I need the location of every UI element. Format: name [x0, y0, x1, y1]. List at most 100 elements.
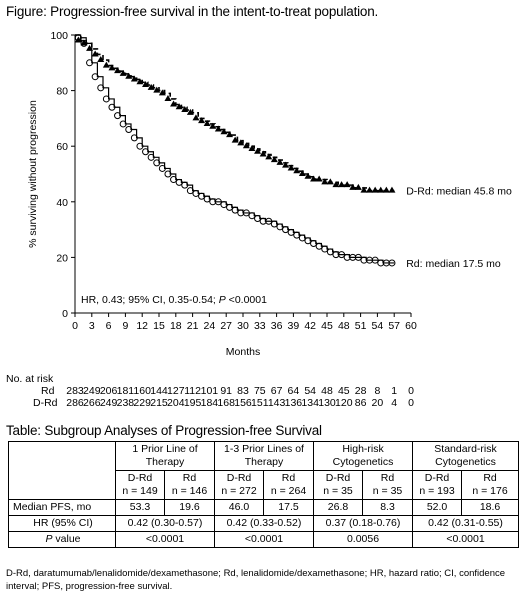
arm-name: D-Rd — [424, 472, 450, 484]
table-row-hr: HR (95% CI) 0.42 (0.30-0.57) 0.42 (0.33-0… — [8, 515, 520, 532]
rd-censor-marker — [338, 251, 346, 259]
p-value: <0.0001 — [412, 531, 520, 548]
rd-censor-marker — [254, 214, 262, 222]
x-tick-label: 33 — [254, 320, 266, 332]
rd-censor-marker — [102, 95, 110, 103]
rd-censor-marker — [158, 164, 166, 172]
risk-value: 64 — [287, 385, 300, 397]
d-rd-censor-marker — [158, 89, 166, 96]
d-rd-censor-marker — [270, 156, 278, 163]
arm-n: n = 193 — [419, 485, 455, 497]
x-tick-label: 15 — [153, 320, 165, 332]
x-tick-label: 30 — [237, 320, 249, 332]
risk-value: 112 — [184, 385, 201, 397]
rd-censor-marker — [119, 120, 127, 128]
risk-value: 249 — [99, 397, 118, 409]
arm-n: n = 35 — [323, 485, 353, 497]
arm-header: D-Rd n = 149 — [115, 470, 165, 500]
risk-value: 238 — [116, 397, 135, 409]
rd-censor-marker — [114, 112, 122, 120]
arm-header: Rd n = 176 — [461, 470, 520, 500]
table-row-p: P value <0.0001 <0.0001 0.0056 <0.0001 — [8, 531, 520, 548]
rd-censor-marker — [80, 39, 88, 47]
y-tick-label: 0 — [62, 308, 68, 320]
d-rd-censor-marker — [108, 64, 116, 71]
rd-censor-marker — [276, 223, 284, 231]
x-tick-label: 12 — [136, 320, 148, 332]
risk-value: 0 — [408, 385, 414, 397]
risk-value: 1 — [391, 385, 398, 397]
risk-value: 28 — [354, 385, 367, 397]
d-rd-censor-marker — [203, 119, 211, 126]
x-tick-label: 51 — [355, 320, 367, 332]
x-tick-label: 42 — [304, 320, 316, 332]
rd-censor-marker — [203, 195, 211, 203]
median-value: 53.3 — [115, 499, 165, 516]
risk-value: 86 — [354, 397, 367, 409]
risk-value: 286 — [66, 397, 84, 409]
rd-censor-marker — [321, 245, 329, 253]
x-tick-label: 27 — [220, 320, 232, 332]
risk-value: 143 — [267, 397, 286, 409]
d-rd-censor-marker — [231, 136, 239, 143]
d-rd-censor-marker — [125, 72, 133, 79]
group-header-4: Standard-risk Cytogenetics — [412, 441, 520, 471]
d-rd-censor-marker — [237, 139, 245, 146]
arm-name: Rd — [281, 472, 296, 484]
d-rd-censor-marker — [91, 50, 99, 57]
x-tick-label: 24 — [204, 320, 216, 332]
table-title: Table: Subgroup Analyses of Progression-… — [6, 423, 322, 438]
y-tick-label: 80 — [56, 86, 68, 98]
risk-value: 151 — [251, 397, 269, 409]
rd-censor-marker — [293, 231, 301, 239]
rd-censor-marker — [315, 242, 323, 250]
rd-censor-marker — [153, 159, 161, 167]
risk-value: 134 — [301, 397, 319, 409]
risk-table: No. at risk Rd 283 249 206 181 160 144 127 112 10… — [0, 373, 520, 409]
d-rd-censor-marker — [130, 75, 138, 82]
d-rd-censor-marker — [170, 100, 178, 107]
rd-censor-marker — [198, 192, 206, 200]
d-rd-censor-marker — [349, 183, 357, 190]
arm-header: D-Rd n = 193 — [412, 470, 463, 500]
risk-value: 204 — [167, 397, 185, 409]
d-rd-censor-marker — [142, 81, 150, 88]
x-tick-label: 48 — [338, 320, 350, 332]
d-rd-censor-marker — [102, 61, 110, 68]
risk-value: 184 — [200, 397, 219, 409]
arm-n: n = 176 — [472, 485, 508, 497]
rd-censor-marker — [142, 148, 150, 156]
rd-censor-marker — [298, 234, 306, 242]
risk-value: 283 — [66, 385, 84, 397]
table-corner-cell — [8, 441, 116, 500]
y-axis-label: % surviving without progression — [27, 100, 39, 248]
arm-n: n = 146 — [171, 485, 208, 497]
hr-value: 0.42 (0.31-0.55) — [412, 515, 520, 532]
rd-censor-marker — [181, 181, 189, 189]
rd-censor-marker — [354, 253, 362, 261]
x-tick-label: 3 — [89, 320, 95, 332]
arm-name: D-Rd — [325, 472, 351, 484]
rd-censor-marker — [326, 248, 334, 256]
rd-censor-marker — [97, 84, 105, 92]
p-label-rest: value — [52, 533, 81, 545]
risk-value: 83 — [237, 385, 249, 397]
d-rd-censor-marker — [254, 147, 262, 154]
series-label: Rd: median 17.5 mo — [406, 258, 501, 270]
rd-censor-marker — [91, 73, 99, 81]
d-rd-censor-marker — [310, 175, 318, 182]
rd-censor-marker — [304, 237, 312, 245]
subgroup-table: 1 Prior Line of Therapy 1-3 Prior Lines … — [8, 441, 520, 548]
arm-header: Rd n = 146 — [164, 470, 215, 500]
table-row-median: Median PFS, mo 53.3 19.6 46.0 17.5 26.8 8.3 52… — [8, 499, 520, 516]
group-header-3: High-risk Cytogenetics — [313, 441, 414, 471]
x-tick-label: 9 — [122, 320, 128, 332]
d-rd-censor-marker — [382, 186, 390, 193]
d-rd-censor-marker — [326, 178, 334, 185]
rd-censor-marker — [388, 259, 396, 267]
risk-value: 120 — [335, 397, 353, 409]
arm-header: D-Rd n = 35 — [313, 470, 364, 500]
risk-value: 215 — [150, 397, 168, 409]
d-rd-censor-marker — [388, 186, 396, 193]
d-rd-censor-marker — [366, 186, 374, 193]
